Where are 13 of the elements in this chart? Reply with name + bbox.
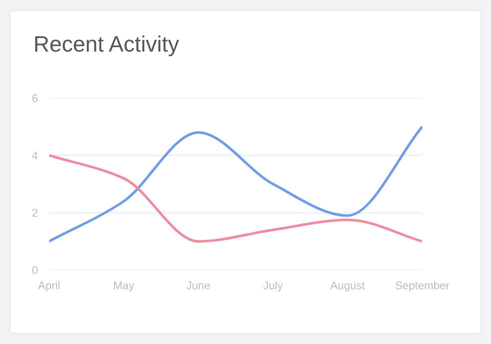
x-tick-label: July <box>263 281 283 292</box>
y-tick-label: 2 <box>32 208 38 217</box>
x-tick-label: April <box>38 281 60 292</box>
x-tick-label: August <box>330 282 365 292</box>
y-tick-label: 6 <box>32 94 38 102</box>
line-series <box>49 154 422 243</box>
x-tick-label: June <box>186 282 210 290</box>
y-tick-label: 0 <box>32 266 38 274</box>
line-series <box>49 125 422 243</box>
chart-title: Recent Activity <box>35 35 180 56</box>
x-tick-label: May <box>114 282 134 292</box>
y-tick-label: 4 <box>32 152 38 160</box>
x-tick-label: September <box>396 281 450 292</box>
